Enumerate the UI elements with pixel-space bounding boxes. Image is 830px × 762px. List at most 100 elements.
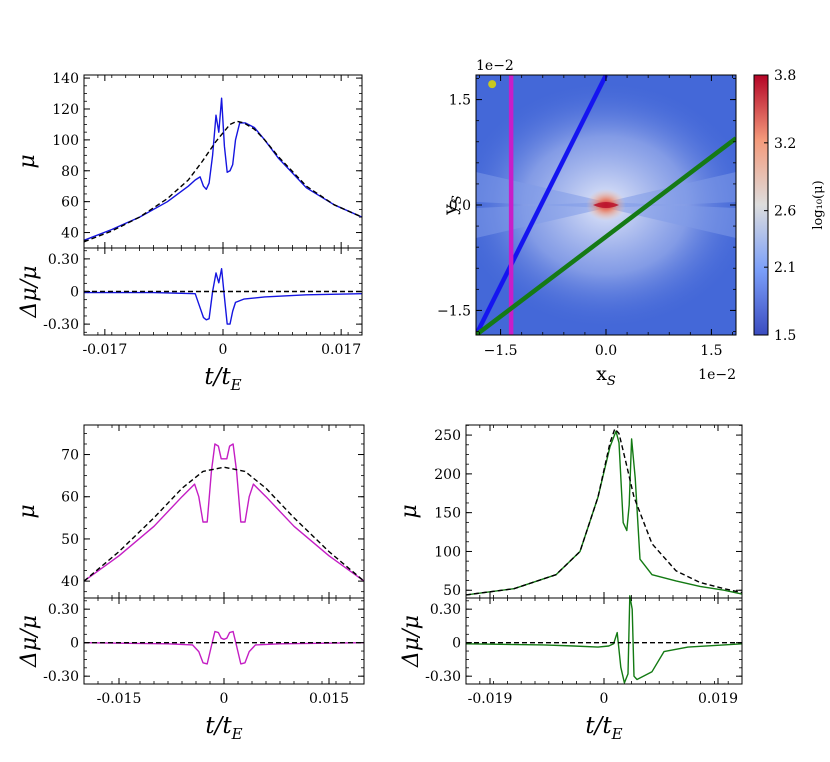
- light-curve-panel-bottom-left: -0.015 0 0.015 40 50 60 70 -0.30 0 0.30 μ Δμ/μ t/tE: [15, 424, 365, 743]
- upper-y-tick-label: 50: [61, 532, 79, 548]
- y-axis-label-mu: μ: [397, 504, 422, 518]
- x-axis-label-tE: t: [602, 713, 612, 739]
- x-tick-label: 0.019: [698, 691, 738, 707]
- x-tick-label: 0: [219, 342, 228, 358]
- x-tick-label: 0: [220, 691, 229, 707]
- upper-frame: [83, 74, 363, 249]
- map-x-tick-label: 0.0: [595, 343, 617, 359]
- blue-track: [476, 75, 609, 335]
- lower-y-tick-label: -0.30: [425, 669, 461, 685]
- upper-series-perturbed: [83, 97, 363, 241]
- lower-series-residual: [84, 268, 363, 325]
- upper-y-tick-label: 40: [61, 574, 79, 590]
- colorbar: [753, 74, 769, 336]
- x-axis-label-slash: /: [212, 364, 224, 390]
- light-curve-panel-top-left: -0.017 0 0.017 40 60 80 100 120 140 -0.30 0 0.30 μ Δμ…: [15, 71, 363, 394]
- upper-y-tick-label: 100: [52, 133, 79, 149]
- x-axis-label-sub-E: E: [231, 725, 243, 743]
- x-axis-label-sub-E: E: [230, 376, 242, 394]
- lower-y-tick-label: 0: [452, 636, 461, 652]
- x-axis-label-tE: t: [221, 364, 231, 390]
- y-axis-label-mu: μ: [15, 154, 40, 168]
- map-x-axis-label-main: x: [596, 363, 607, 385]
- map-x-axis-label: xS: [596, 363, 616, 389]
- lower-y-tick-label: 0.30: [48, 252, 79, 268]
- y-axis-label-dmu: Δμ/μ: [17, 615, 42, 668]
- lower-series-residual: [465, 595, 743, 684]
- map-x-tick-label: −1.5: [484, 343, 518, 359]
- x-tick-label: 0.015: [309, 691, 349, 707]
- lower-y-tick-label: -0.30: [43, 669, 79, 685]
- map-y-tick-label: 0.0: [449, 198, 471, 214]
- map-y-scale-label: 1e−2: [476, 58, 514, 74]
- map-x-axis-label-sub: S: [607, 374, 616, 389]
- colorbar-tick-label: 1.5: [774, 328, 796, 344]
- x-axis-label: t/tE: [205, 713, 242, 743]
- x-tick-label: 0: [600, 691, 609, 707]
- x-axis-label: t/tE: [585, 713, 622, 743]
- lower-y-tick-label: 0: [70, 285, 79, 301]
- colorbar-label: log₁₀(μ): [811, 180, 826, 229]
- lower-y-tick-label: 0: [70, 636, 79, 652]
- upper-series-perturbed: [465, 430, 743, 596]
- upper-y-tick-label: 140: [52, 71, 79, 87]
- light-curve-panel-bottom-right: -0.019 0 0.019 50 100 150 200 250 -0.30 0 0.30 μ Δμ/…: [397, 424, 743, 743]
- upper-series-smooth: [83, 120, 363, 243]
- caustic-band-left-lower: [476, 202, 606, 238]
- lower-frame: [83, 597, 365, 685]
- upper-frame: [83, 424, 365, 599]
- upper-frame: [465, 424, 743, 599]
- upper-series-smooth: [465, 428, 743, 596]
- lower-y-tick-label: 0.30: [430, 602, 461, 618]
- upper-y-tick-label: 60: [61, 195, 79, 211]
- upper-y-tick-label: 120: [52, 102, 79, 118]
- x-axis-label-sub-E: E: [611, 725, 623, 743]
- x-axis-label-slash: /: [593, 713, 605, 739]
- upper-series-smooth: [83, 466, 365, 582]
- green-track: [476, 136, 736, 335]
- lower-frame: [465, 597, 743, 685]
- map-x-scale-label: 1e−2: [698, 367, 736, 383]
- x-tick-label: 0.017: [321, 342, 361, 358]
- map-y-tick-label: −1.5: [437, 303, 471, 319]
- upper-y-tick-label: 40: [61, 226, 79, 242]
- upper-y-tick-label: 80: [61, 164, 79, 180]
- colorbar-tick-label: 3.8: [774, 68, 796, 84]
- map-y-axis-label-sub: S: [450, 195, 465, 204]
- caustic-band-left-upper: [476, 172, 606, 208]
- map-y-axis-label-main: y: [439, 204, 461, 216]
- y-axis-label-dmu: Δμ/μ: [399, 615, 424, 668]
- upper-y-tick-label: 250: [434, 428, 461, 444]
- lower-y-tick-label: 0.30: [48, 602, 79, 618]
- upper-y-tick-label: 150: [434, 506, 461, 522]
- x-axis-label-slash: /: [213, 713, 225, 739]
- colorbar-tick-label: 2.6: [774, 204, 796, 220]
- upper-y-tick-label: 100: [434, 544, 461, 560]
- upper-y-tick-label: 200: [434, 467, 461, 483]
- upper-y-tick-label: 60: [61, 490, 79, 506]
- y-axis-label-mu: μ: [15, 504, 40, 518]
- colorbar-tick-label: 2.1: [774, 260, 796, 276]
- map-y-tick-label: 1.5: [449, 93, 471, 109]
- colorbar-tick-label: 3.2: [774, 136, 796, 152]
- magnification-map-panel: −1.5 0.0 1.5−1.50.01.51e−21e−2xSyS1.52.12.…: [437, 58, 826, 389]
- upper-y-tick-label: 50: [443, 583, 461, 599]
- x-tick-label: -0.015: [97, 691, 142, 707]
- upper-series-perturbed: [83, 443, 365, 582]
- lower-y-tick-label: -0.30: [43, 317, 79, 333]
- y-axis-label-dmu: Δμ/μ: [17, 266, 42, 319]
- x-axis-label-tE: t: [222, 713, 232, 739]
- x-axis-label: t/tE: [204, 364, 241, 394]
- x-axis-label-t: t: [585, 713, 595, 739]
- map-y-axis-label: yS: [439, 195, 465, 216]
- x-tick-label: -0.019: [468, 691, 513, 707]
- x-axis-label-t: t: [205, 713, 215, 739]
- lower-series-residual: [83, 630, 365, 665]
- map-x-tick-label: 1.5: [700, 343, 722, 359]
- caustic-curve: [593, 202, 619, 208]
- x-tick-label: -0.017: [82, 342, 127, 358]
- x-axis-label-t: t: [204, 364, 214, 390]
- upper-y-tick-label: 70: [61, 448, 79, 464]
- source-dot: [488, 80, 497, 89]
